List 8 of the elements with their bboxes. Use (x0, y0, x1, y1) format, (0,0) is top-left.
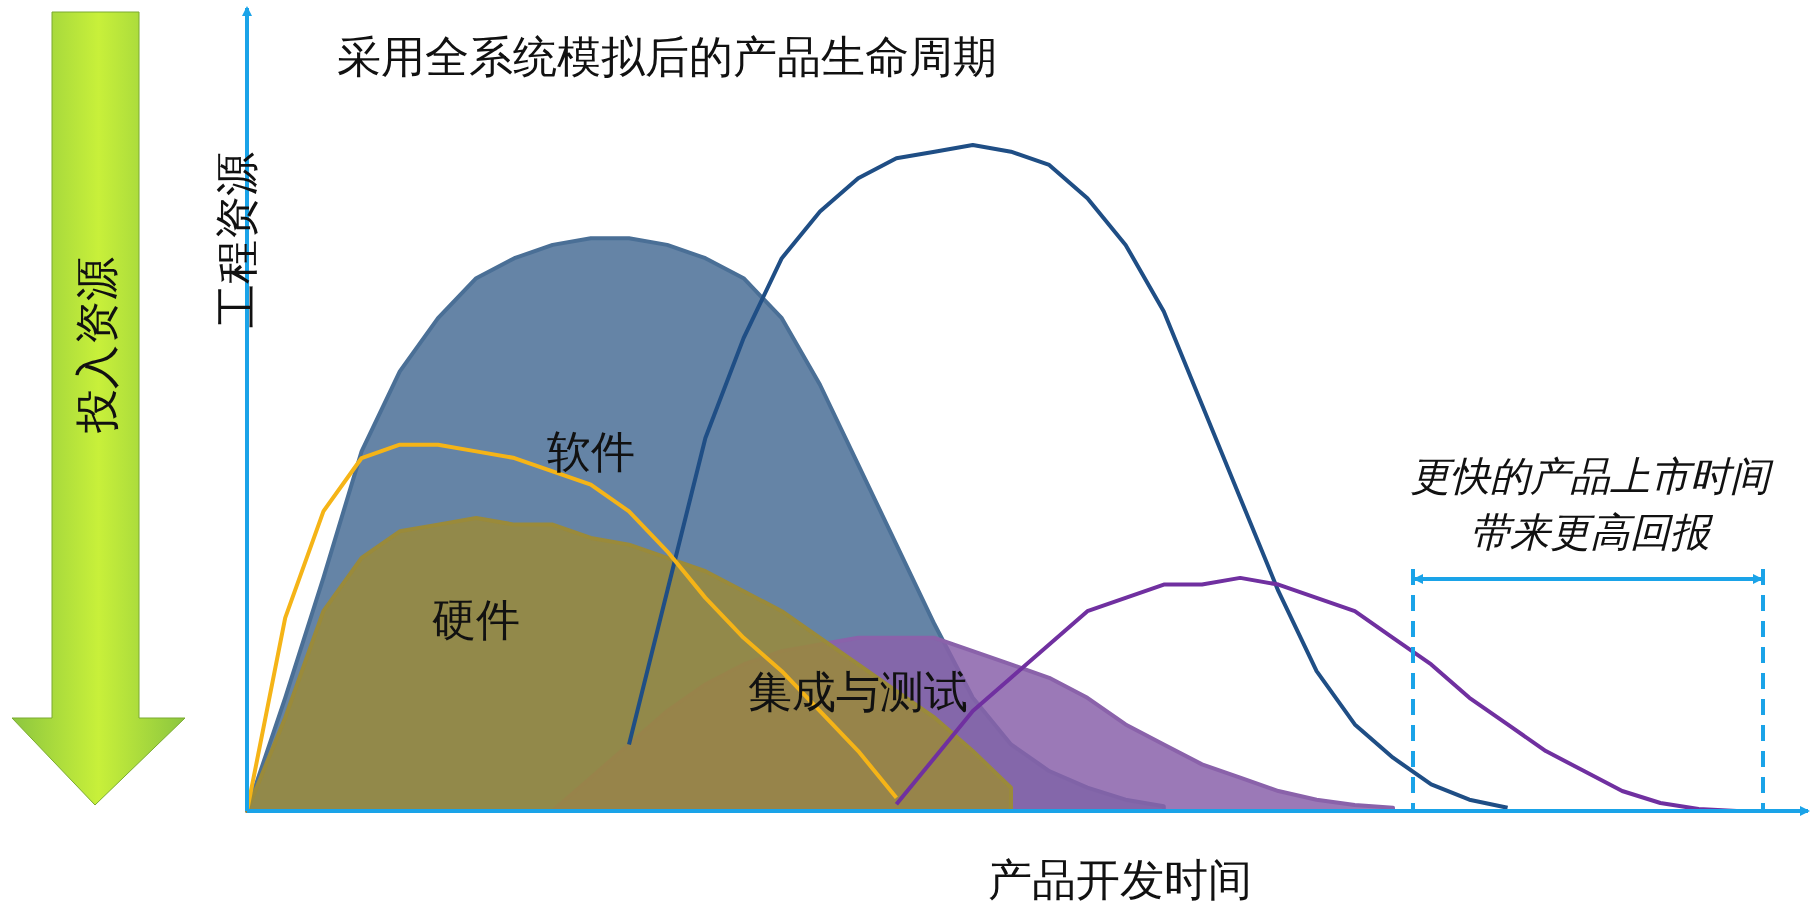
annotation: 更快的产品上市时间 (1410, 453, 1774, 499)
annotation: 带来更高回报 (1470, 509, 1714, 555)
chart-title: 采用全系统模拟后的产品生命周期 (337, 31, 997, 82)
series-label: 软件 (546, 426, 635, 478)
y-axis-title: 工程资源 (210, 152, 262, 328)
series-label: 硬件 (432, 594, 521, 646)
x-axis-title: 产品开发时间 (988, 854, 1252, 905)
text: 投入资源 (70, 257, 122, 434)
